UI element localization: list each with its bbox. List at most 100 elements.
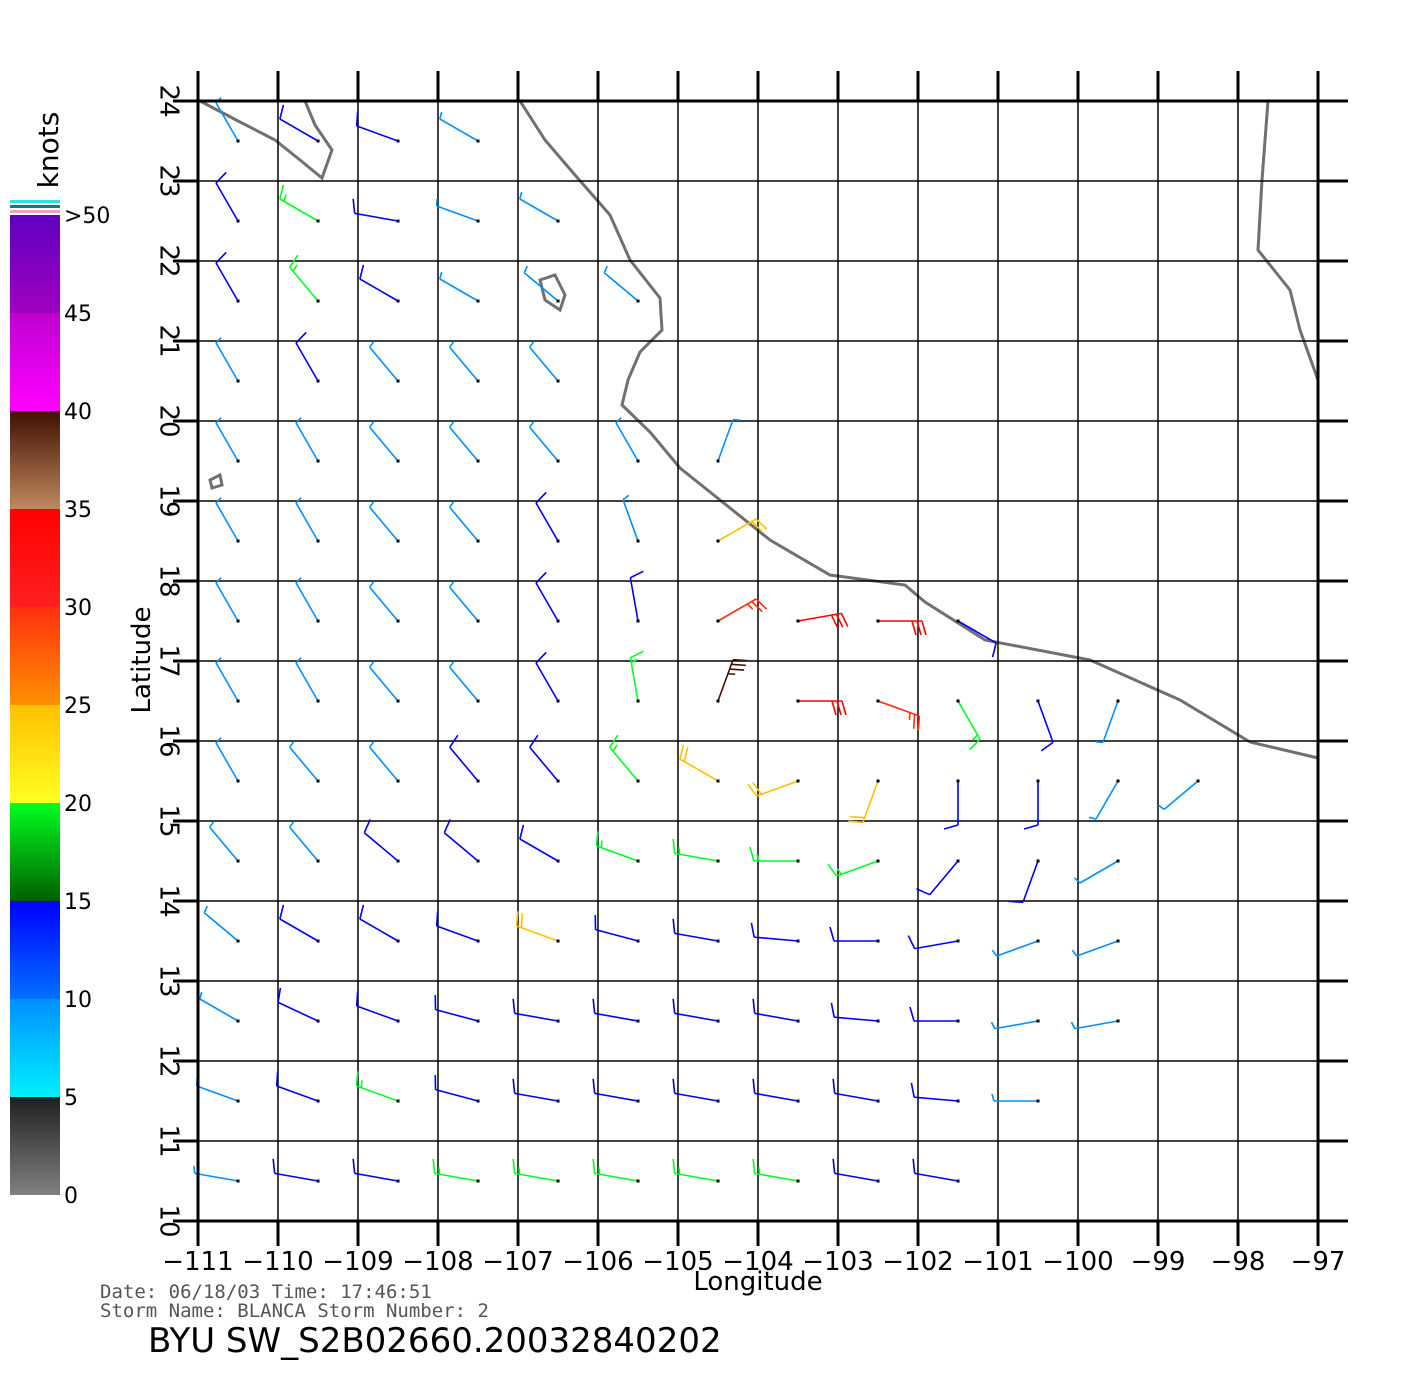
colorbar-segment (10, 1097, 60, 1195)
station-dot (1036, 699, 1040, 703)
station-dot (396, 1179, 400, 1183)
wind-barb (535, 571, 559, 622)
wind-barb (215, 251, 239, 302)
wind-barb (369, 740, 399, 782)
wind-barb (717, 418, 741, 462)
station-dot (636, 299, 640, 303)
station-dot (396, 379, 400, 383)
station-dot (636, 1179, 640, 1183)
station-dot (476, 379, 480, 383)
x-tick-label: −101 (962, 1247, 1033, 1277)
station-dot (316, 1179, 320, 1183)
wind-barb (848, 780, 879, 824)
station-dot (556, 619, 560, 623)
y-tick-label: 12 (154, 1044, 184, 1077)
station-dot (716, 939, 720, 943)
wind-barb (991, 1093, 1038, 1102)
wind-barb (529, 420, 559, 462)
wind-barb (752, 1078, 799, 1102)
wind-barb (830, 1002, 879, 1022)
x-tick-label: −108 (402, 1247, 473, 1277)
axes: −111 −110 −109 −108 −107 −106 −105 −104 −103 −102… (154, 71, 1348, 1277)
wind-barb (209, 820, 239, 862)
station-dot (476, 859, 480, 863)
colorbar: 0 5 10 15 20 25 30 35 40 45 >50 (10, 200, 110, 1209)
station-dot (556, 1019, 560, 1023)
station-dot (956, 619, 960, 623)
coastline (199, 99, 1320, 760)
wind-barb (594, 915, 639, 942)
colorbar-segment (10, 509, 60, 607)
station-dot (636, 539, 640, 543)
station-dot (796, 619, 800, 623)
wind-barb (215, 497, 239, 542)
station-dot (1116, 699, 1120, 703)
colorbar-tick-label: 15 (64, 890, 92, 915)
station-dot (876, 1179, 880, 1183)
wind-barb (289, 254, 319, 302)
station-dot (396, 299, 400, 303)
station-dot (236, 619, 240, 623)
station-dot (636, 1099, 640, 1103)
wind-barb (289, 740, 319, 782)
wind-barb (279, 184, 319, 222)
wind-barb (622, 494, 639, 542)
info-storm: Storm Name: BLANCA Storm Number: 2 (100, 1300, 489, 1322)
station-dot (476, 619, 480, 623)
station-dot (396, 1019, 400, 1023)
wind-barb (629, 650, 644, 702)
station-dot (556, 699, 560, 703)
colorbar-tick-label: 20 (64, 792, 92, 817)
station-dot (716, 779, 720, 783)
colorbar-segment (10, 999, 60, 1097)
colorbar-segment (10, 607, 60, 705)
station-dot (396, 939, 400, 943)
x-tick-label: −103 (802, 1247, 873, 1277)
station-dot (396, 539, 400, 543)
colorbar-segment (10, 313, 60, 411)
wind-barb (672, 1078, 719, 1102)
station-dot (556, 1099, 560, 1103)
station-dot (316, 299, 320, 303)
wind-barb (512, 1158, 559, 1182)
station-dot (1036, 859, 1040, 863)
wind-barb (832, 1078, 879, 1102)
wind-barb (529, 734, 559, 782)
wind-barb (215, 737, 239, 782)
title: BYU SW_S2B02660.20032840202 (148, 1321, 722, 1361)
station-dot (1036, 1099, 1040, 1103)
station-dot (316, 459, 320, 463)
station-dot (956, 859, 960, 863)
y-tick-label: 22 (154, 244, 184, 277)
wind-barb (432, 1158, 479, 1182)
wind-barb (957, 700, 981, 751)
station-dot (1116, 1019, 1120, 1023)
station-dot (476, 539, 480, 543)
station-dot (316, 139, 320, 143)
station-dot (556, 219, 560, 223)
wind-barb (519, 824, 559, 862)
wind-barbs (193, 97, 1200, 1183)
station-dot (796, 779, 800, 783)
wind-barb (515, 911, 559, 942)
station-dot (876, 619, 880, 623)
wind-barb (907, 935, 959, 950)
wind-barb (1157, 780, 1199, 810)
wind-barb (439, 271, 479, 302)
x-tick-label: −98 (1211, 1247, 1266, 1277)
y-tick-label: 19 (154, 484, 184, 517)
wind-barb (279, 104, 319, 142)
wind-barb (672, 998, 719, 1022)
wind-barb (369, 340, 399, 382)
wind-barb (798, 700, 847, 716)
wind-barb (449, 580, 479, 622)
wind-barb (512, 998, 559, 1022)
wind-barb (1070, 1020, 1119, 1030)
x-tick-label: −99 (1131, 1247, 1186, 1277)
wind-barb (295, 417, 319, 462)
wind-barb (449, 340, 479, 382)
y-tick-label: 14 (154, 884, 184, 917)
wind-barb (592, 998, 639, 1022)
y-tick-label: 13 (154, 964, 184, 997)
colorbar-label: knots (32, 112, 65, 189)
